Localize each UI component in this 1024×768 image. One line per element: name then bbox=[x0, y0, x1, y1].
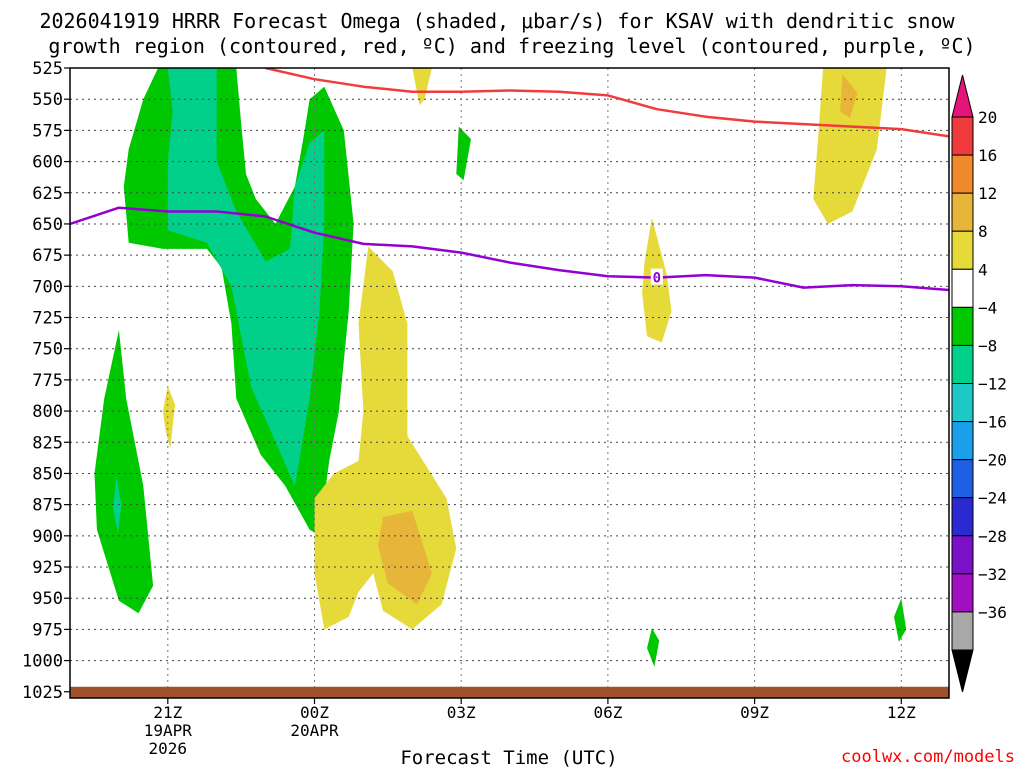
y-tick-label: 725 bbox=[32, 309, 63, 329]
y-axis: 525 550 575 600 625 650 675 700 725 750 775 800 825 8… bbox=[22, 59, 70, 703]
plot-frame bbox=[69, 67, 950, 699]
colorbar-swatch bbox=[951, 230, 974, 270]
colorbar-label: −32 bbox=[978, 565, 1007, 584]
y-tick-label: 975 bbox=[32, 620, 63, 640]
colorbar-swatch bbox=[951, 116, 974, 156]
y-tick-label: 675 bbox=[32, 246, 63, 266]
terrain-strip bbox=[70, 686, 949, 698]
colorbar-top-arrow bbox=[951, 74, 974, 118]
omega-region-12 bbox=[840, 74, 858, 118]
y-tick-label: 900 bbox=[32, 527, 63, 547]
y-tick-label: 575 bbox=[32, 121, 63, 141]
y-tick-label: 1000 bbox=[22, 652, 63, 672]
grid-layer bbox=[70, 67, 949, 698]
omega-region-5 bbox=[647, 628, 660, 667]
omega-region-1 bbox=[167, 68, 325, 486]
colorbar-label: −12 bbox=[978, 375, 1007, 394]
colorbar-swatch bbox=[951, 344, 974, 384]
colorbar-swatch bbox=[951, 497, 974, 537]
omega-region-3 bbox=[113, 475, 122, 534]
colorbar-label: −8 bbox=[978, 336, 997, 355]
y-tick-label: 925 bbox=[32, 558, 63, 578]
omega-region-7 bbox=[314, 246, 457, 630]
omega-region-8 bbox=[378, 510, 432, 605]
y-tick-label: 600 bbox=[32, 153, 63, 173]
colorbar-swatch bbox=[951, 268, 974, 308]
freezing-level-line bbox=[70, 206, 949, 292]
y-tick-label: 650 bbox=[32, 215, 63, 235]
y-tick-label: 625 bbox=[32, 184, 63, 204]
x-tick-label: 00Z bbox=[300, 703, 329, 722]
omega-region-6 bbox=[894, 598, 907, 642]
omega-shading-layer bbox=[94, 68, 907, 667]
y-tick-label: 800 bbox=[32, 402, 63, 422]
freezing-level-label-bg bbox=[650, 268, 663, 285]
omega-region-4 bbox=[456, 126, 471, 181]
colorbar-swatch bbox=[951, 459, 974, 499]
colorbar-swatch bbox=[951, 611, 974, 651]
y-tick-label: 700 bbox=[32, 277, 63, 297]
colorbar: 20 16 12 8 4 −4 −8 −12 −16 −20 −24 −28 −32 −36 bbox=[951, 74, 1007, 693]
omega-region-2 bbox=[94, 330, 154, 614]
x-tick-label: 2026 bbox=[149, 739, 188, 758]
colorbar-bottom-arrow bbox=[951, 649, 974, 693]
y-tick-label: 1025 bbox=[22, 683, 63, 703]
colorbar-label: −20 bbox=[978, 451, 1007, 470]
colorbar-swatch bbox=[951, 306, 974, 346]
freezing-level-label: 0 bbox=[653, 271, 661, 287]
y-tick-label: 775 bbox=[32, 371, 63, 391]
x-tick-label: 21Z bbox=[153, 703, 182, 722]
colorbar-swatch bbox=[951, 573, 974, 613]
contour-lines-layer: 0 bbox=[70, 68, 949, 292]
colorbar-swatch bbox=[951, 535, 974, 575]
x-tick-label: 19APR bbox=[144, 721, 193, 740]
y-tick-label: 825 bbox=[32, 433, 63, 453]
colorbar-label: 20 bbox=[978, 108, 997, 127]
colorbar-label: −36 bbox=[978, 603, 1007, 622]
colorbar-label: 12 bbox=[978, 184, 997, 203]
chart-title-line2: growth region (contoured, red, ºC) and f… bbox=[48, 34, 975, 58]
x-tick-label: 06Z bbox=[593, 703, 622, 722]
colorbar-swatch bbox=[951, 421, 974, 461]
colorbar-swatch bbox=[951, 192, 974, 232]
credit-text: coolwx.com/models bbox=[841, 747, 1015, 767]
colorbar-label: −4 bbox=[978, 298, 997, 317]
colorbar-swatch bbox=[951, 154, 974, 194]
colorbar-label: −24 bbox=[978, 489, 1007, 508]
colorbar-label: −28 bbox=[978, 527, 1007, 546]
y-tick-label: 525 bbox=[32, 59, 63, 79]
omega-region-11 bbox=[813, 68, 887, 224]
colorbar-label: −16 bbox=[978, 413, 1007, 432]
colorbar-swatch bbox=[951, 383, 974, 423]
x-tick-label: 20APR bbox=[290, 721, 339, 740]
y-tick-label: 550 bbox=[32, 90, 63, 110]
y-tick-label: 850 bbox=[32, 464, 63, 484]
y-tick-label: 875 bbox=[32, 496, 63, 516]
chart-title-line1: 2026041919 HRRR Forecast Omega (shaded, … bbox=[39, 9, 955, 33]
colorbar-label: 16 bbox=[978, 146, 997, 165]
colorbar-label: 8 bbox=[978, 222, 988, 241]
x-axis-label: Forecast Time (UTC) bbox=[400, 747, 617, 768]
y-tick-label: 950 bbox=[32, 589, 63, 609]
colorbar-label: 4 bbox=[978, 260, 988, 279]
omega-region-13 bbox=[412, 68, 432, 106]
x-tick-label: 09Z bbox=[740, 703, 769, 722]
y-tick-label: 750 bbox=[32, 340, 63, 360]
x-tick-label: 03Z bbox=[447, 703, 476, 722]
dendritic-growth-line bbox=[265, 68, 949, 138]
plot-area: 0 bbox=[69, 67, 950, 699]
x-tick-label: 12Z bbox=[887, 703, 916, 722]
omega-region-9 bbox=[162, 386, 176, 449]
